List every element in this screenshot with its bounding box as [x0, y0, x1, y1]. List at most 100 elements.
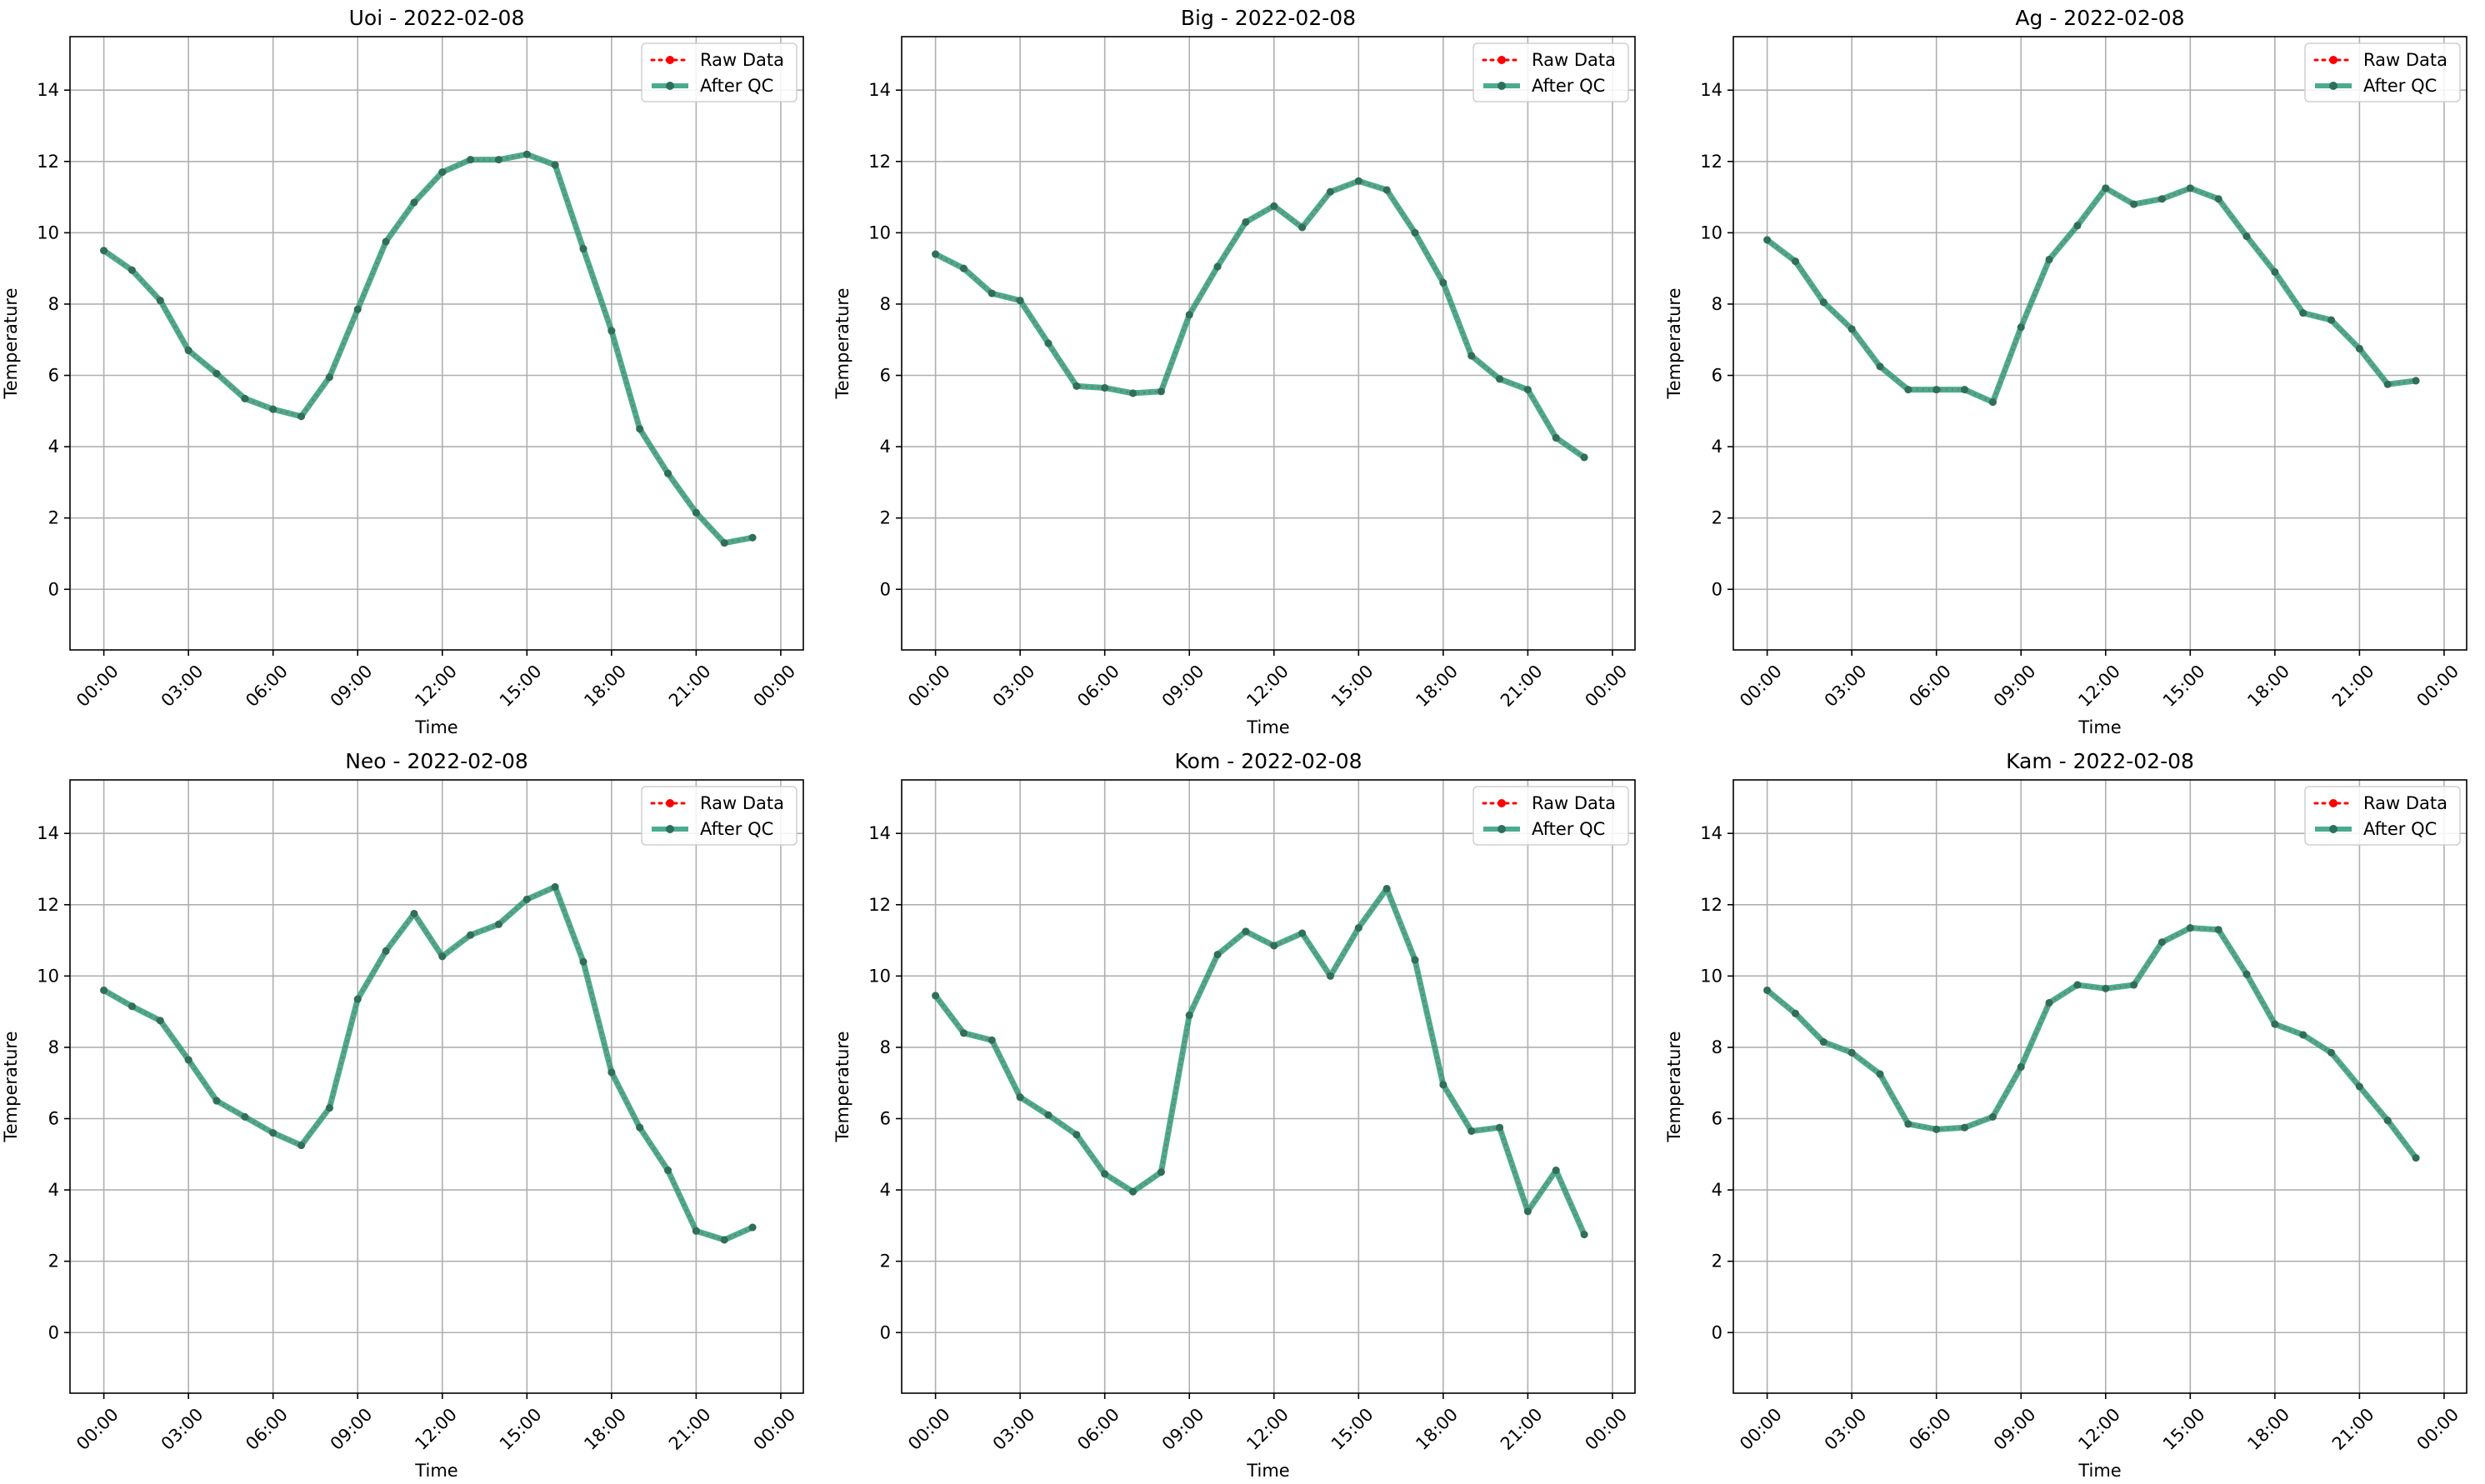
after-qc-point	[1932, 1125, 1941, 1133]
series-line-after-qc	[932, 886, 1588, 1238]
legend-raw-data-marker	[2329, 799, 2338, 807]
legend-after-qc-marker	[1498, 82, 1506, 90]
subplot-1: 00:00 03:00 06:00 09:00 12:00 15:00 18:00 21:00…	[1, 6, 804, 737]
y-tick-label: 14	[868, 80, 891, 100]
after-qc-point	[1213, 951, 1222, 959]
y-tick-label: 0	[1712, 579, 1722, 599]
y-tick-label: 0	[880, 1322, 891, 1342]
after-qc-point	[932, 250, 940, 258]
after-qc-point	[1904, 386, 1912, 394]
after-qc-point	[1819, 298, 1828, 307]
after-qc-point	[438, 168, 447, 177]
after-qc-point	[2214, 195, 2222, 203]
x-tick-label: 15:00	[496, 661, 546, 711]
subplot-title: Kom - 2022-02-08	[1175, 749, 1362, 773]
after-qc-point	[1129, 1187, 1138, 1196]
after-qc-point	[2412, 1154, 2420, 1162]
y-tick-label: 2	[1712, 1252, 1722, 1272]
y-tick-label: 4	[880, 1180, 891, 1200]
series-line-raw-data	[935, 179, 1585, 458]
y-tick-label: 6	[1712, 366, 1722, 386]
subplot-2: 00:00 03:00 06:00 09:00 12:00 15:00 18:00 21:00…	[832, 6, 1636, 737]
after-qc-point	[2214, 926, 2222, 934]
x-tick-label: 00:00	[1581, 1404, 1631, 1454]
after-qc-point	[2073, 222, 2082, 230]
y-tick-label: 4	[48, 437, 59, 457]
after-qc-point	[1354, 177, 1362, 185]
after-qc-point	[325, 1104, 333, 1112]
x-tick-label: 03:00	[1821, 661, 1871, 711]
x-tick-label: 09:00	[327, 661, 377, 711]
y-tick-label: 2	[48, 1252, 59, 1272]
after-qc-point	[2186, 184, 2194, 192]
y-tick-label: 4	[1712, 437, 1722, 457]
legend: Raw Data After QC	[1472, 786, 1629, 846]
after-qc-point	[720, 1236, 728, 1244]
after-qc-point	[1496, 375, 1504, 383]
after-qc-point	[2271, 1020, 2279, 1028]
after-qc-point	[2130, 200, 2138, 208]
after-qc-point	[269, 1129, 278, 1137]
after-qc-point	[692, 508, 700, 517]
y-axis-label: Temperature	[1664, 287, 1684, 399]
legend: Raw Data After QC	[1472, 42, 1629, 102]
y-tick-label: 14	[868, 823, 891, 843]
x-tick-label: 00:00	[1736, 1404, 1786, 1454]
after-qc-point	[748, 1223, 757, 1232]
after-qc-point	[2328, 1048, 2336, 1057]
legend-after-qc-label: After QC	[1532, 819, 1605, 839]
after-qc-point	[1876, 362, 1884, 371]
y-tick-label: 4	[48, 1180, 59, 1200]
legend-after-qc-marker	[666, 82, 674, 90]
after-qc-point	[1185, 1011, 1193, 1019]
legend: Raw Data After QC	[641, 42, 798, 102]
after-qc-point	[269, 405, 278, 413]
y-tick-label: 8	[48, 1037, 59, 1057]
x-tick-label: 12:00	[1242, 661, 1292, 711]
after-qc-point	[2045, 998, 2053, 1007]
x-axis-label: Time	[2078, 717, 2121, 737]
after-qc-point	[128, 266, 136, 274]
axes-frame	[1732, 36, 2468, 651]
legend-raw-data-marker	[666, 799, 674, 807]
x-tick-label: 03:00	[158, 661, 208, 711]
after-qc-point	[1016, 1093, 1024, 1102]
after-qc-point	[748, 533, 757, 542]
after-qc-point	[1016, 297, 1024, 305]
y-axis-label: Temperature	[832, 1031, 852, 1142]
after-qc-point	[494, 920, 502, 928]
x-tick-label: 18:00	[2243, 1404, 2293, 1454]
x-tick-label: 06:00	[1905, 1404, 1955, 1454]
x-tick-label: 00:00	[904, 661, 954, 711]
after-qc-point	[2102, 984, 2110, 992]
after-qc-point	[2242, 232, 2251, 241]
after-qc-point	[664, 469, 672, 477]
after-qc-point	[1298, 929, 1307, 937]
x-tick-label: 06:00	[1073, 1404, 1123, 1454]
after-qc-point	[1044, 1111, 1052, 1119]
y-tick-label: 8	[880, 1037, 891, 1057]
x-tick-label: 18:00	[1412, 661, 1462, 711]
after-qc-point	[1072, 382, 1081, 390]
after-qc-point	[2355, 1082, 2363, 1091]
y-tick-label: 6	[1712, 1109, 1722, 1129]
after-qc-point	[1213, 262, 1222, 271]
x-tick-label: 00:00	[1581, 661, 1631, 711]
after-qc-point	[2073, 981, 2082, 989]
legend-raw-data-label: Raw Data	[1532, 50, 1616, 70]
after-qc-point	[1072, 1131, 1081, 1139]
after-qc-point	[2355, 344, 2363, 352]
y-axis-label: Temperature	[1, 287, 21, 399]
x-tick-label: 12:00	[411, 661, 461, 711]
x-tick-label: 03:00	[1821, 1404, 1871, 1454]
legend-after-qc-marker	[666, 825, 674, 833]
x-axis-label: Time	[1246, 717, 1289, 737]
after-qc-point	[2412, 377, 2420, 385]
x-tick-label: 15:00	[2159, 1404, 2209, 1454]
after-qc-point	[1157, 1168, 1165, 1177]
plot-area	[70, 780, 803, 1393]
after-qc-point	[1411, 956, 1419, 964]
legend: Raw Data After QC	[2304, 42, 2461, 102]
x-tick-label: 15:00	[496, 1404, 546, 1454]
y-tick-label: 8	[1712, 294, 1722, 314]
